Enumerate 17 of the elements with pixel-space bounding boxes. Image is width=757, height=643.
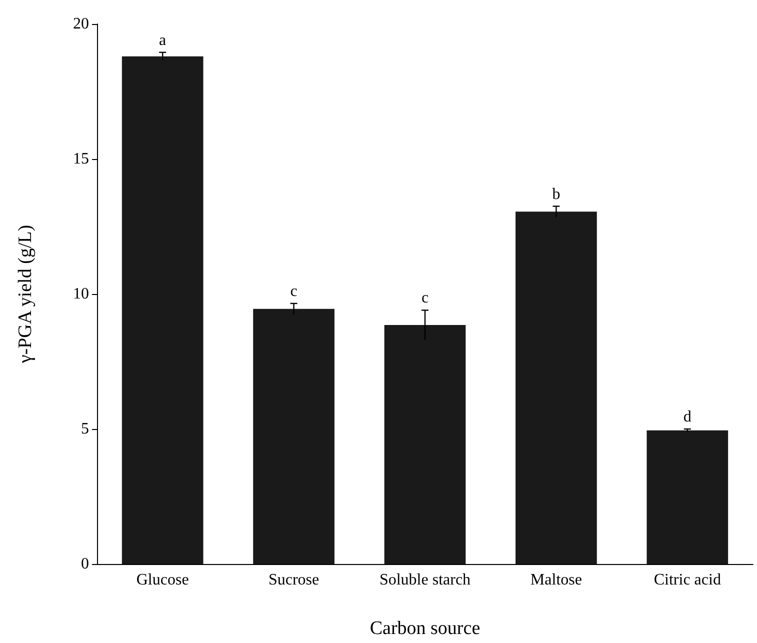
annotation: c (290, 282, 298, 300)
y-tick-label: 15 (73, 150, 89, 168)
x-tick-label: Soluble starch (379, 572, 471, 588)
annotation: d (683, 408, 692, 426)
y-tick-label: 5 (81, 420, 89, 438)
y-tick-label: 0 (81, 556, 89, 572)
y-axis-title: γ-PGA yield (g/L) (15, 224, 36, 364)
x-tick-label: Glucose (136, 572, 189, 588)
x-axis-title: Carbon source (370, 618, 480, 639)
x-tick-label: Sucrose (268, 572, 320, 588)
x-tick-label: Maltose (530, 572, 582, 588)
annotation: b (552, 186, 560, 203)
y-tick-label: 10 (73, 286, 89, 302)
annotation: c (421, 290, 429, 307)
y-tick-label: 20 (73, 16, 89, 32)
annotation: a (159, 32, 166, 49)
x-tick-label: Citric acid (654, 572, 721, 588)
